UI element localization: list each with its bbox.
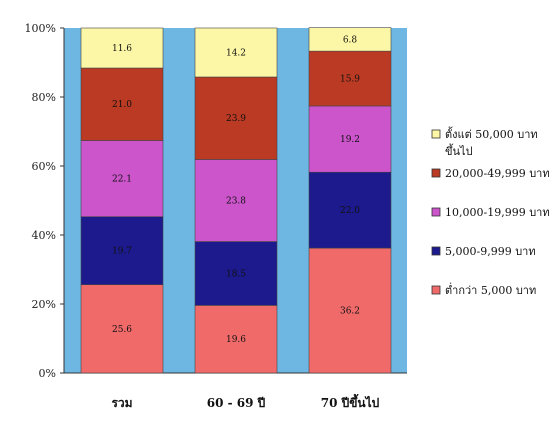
legend-label: ต่ำกว่า 5,000 บาท <box>445 282 536 297</box>
legend-swatch <box>431 129 441 139</box>
bar-segment <box>80 216 164 285</box>
x-category-label: 60 - 69 ปี <box>207 396 266 410</box>
bar-segment <box>308 171 392 249</box>
y-tick-label: 60% <box>32 160 56 173</box>
legend-label: ตั้งแต่ 50,000 บาท <box>445 126 538 141</box>
legend-swatch <box>431 285 441 295</box>
bar-segment <box>80 27 164 69</box>
bar-segment <box>194 76 278 160</box>
bar-segment <box>308 27 392 52</box>
bar-data-label: 19.6 <box>226 335 246 345</box>
bar-data-label: 19.7 <box>112 247 132 257</box>
legend-label: 10,000-19,999 บาท <box>445 206 550 219</box>
y-tick-label: 20% <box>32 298 56 311</box>
bar-segment <box>194 27 278 78</box>
bar-data-label: 19.2 <box>340 135 360 145</box>
y-tick-label: 40% <box>32 229 56 242</box>
bar-segment <box>308 50 392 107</box>
legend-label: 5,000-9,999 บาท <box>445 245 536 258</box>
bar-data-label: 11.6 <box>112 44 132 54</box>
bar-segment <box>194 305 278 374</box>
bars: 25.6 19.7 22.1 21.0 11.6 19.6 18.5 23.8 23.9 14.2… <box>80 27 392 374</box>
legend-swatch <box>431 168 441 178</box>
bar-segment <box>80 284 164 374</box>
legend-swatch <box>431 246 441 256</box>
bar-data-label: 6.8 <box>343 35 358 45</box>
bar-data-label: 22.0 <box>340 206 360 216</box>
bar-data-label: 23.9 <box>226 114 246 124</box>
bar-data-label: 36.2 <box>340 307 360 317</box>
legend-label: ขึ้นไป <box>445 143 473 158</box>
legend-swatch <box>431 207 441 217</box>
bar-segment <box>308 105 392 173</box>
bar-data-label: 14.2 <box>226 48 246 58</box>
bar-segment <box>194 241 278 306</box>
bar-data-label: 21.0 <box>112 100 132 110</box>
x-category-label: 70 ปีขึ้นไป <box>321 393 380 410</box>
legend-label: 20,000-49,999 บาท <box>445 167 550 180</box>
y-tick-label: 80% <box>32 91 56 104</box>
bar-segment <box>80 67 164 141</box>
x-category-label: รวม <box>111 396 132 410</box>
bar-data-label: 25.6 <box>112 325 132 335</box>
bar-data-label: 22.1 <box>112 175 132 185</box>
y-tick-label: 100% <box>25 22 56 35</box>
bar-data-label: 23.8 <box>226 197 246 207</box>
bar-segment <box>308 247 392 374</box>
y-tick-label: 0% <box>39 367 56 380</box>
bar-data-label: 15.9 <box>340 75 360 85</box>
bar-data-label: 18.5 <box>226 269 246 279</box>
bar-segment <box>80 140 164 218</box>
